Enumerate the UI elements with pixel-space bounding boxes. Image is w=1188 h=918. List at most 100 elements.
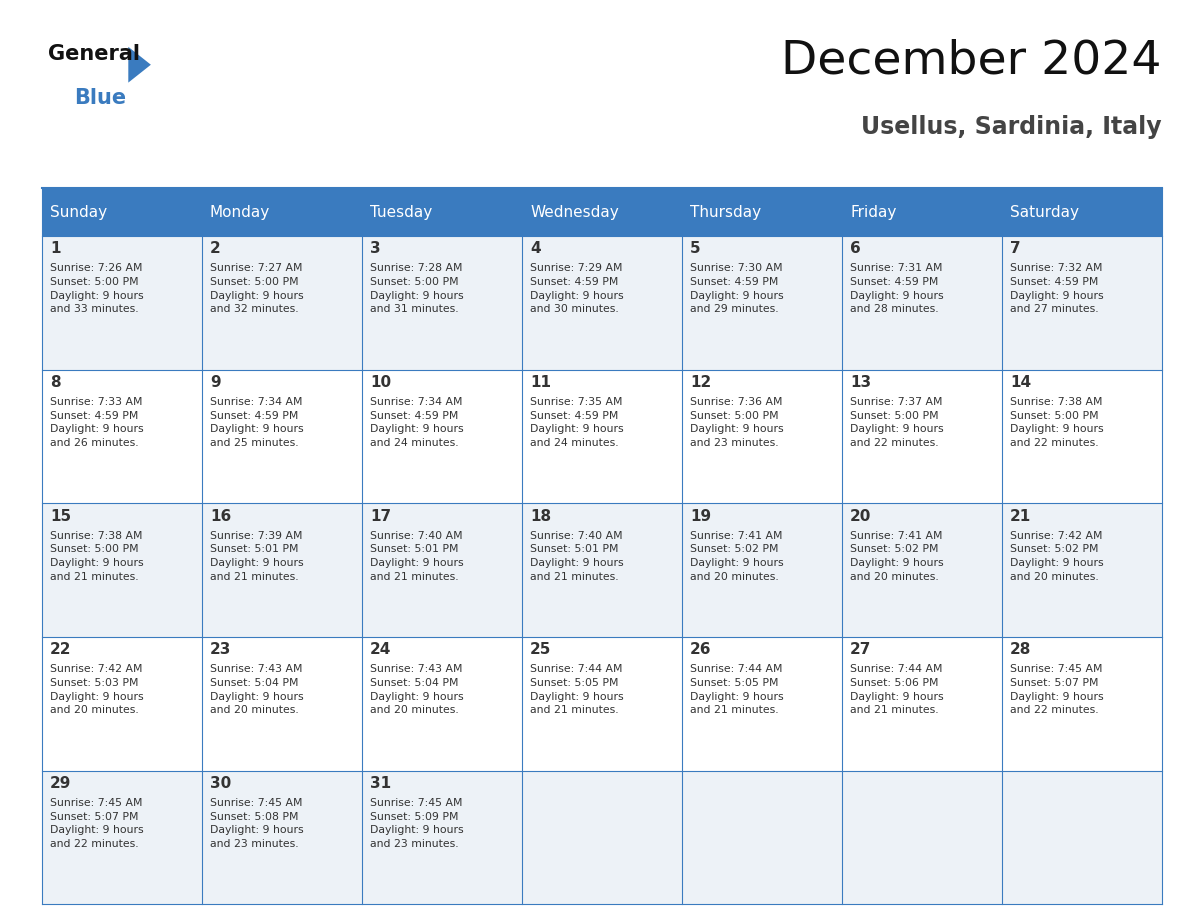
Bar <box>682 503 842 637</box>
Text: 23: 23 <box>210 643 232 657</box>
Text: 12: 12 <box>690 375 712 390</box>
Bar <box>522 637 682 770</box>
Bar <box>842 236 1001 370</box>
Bar <box>42 637 202 770</box>
Text: 2: 2 <box>210 241 221 256</box>
Text: Sunrise: 7:35 AM
Sunset: 4:59 PM
Daylight: 9 hours
and 24 minutes.: Sunrise: 7:35 AM Sunset: 4:59 PM Dayligh… <box>530 397 624 448</box>
Bar <box>682 370 842 503</box>
Bar <box>1001 770 1162 904</box>
Text: 20: 20 <box>851 509 872 524</box>
Text: Sunrise: 7:42 AM
Sunset: 5:02 PM
Daylight: 9 hours
and 20 minutes.: Sunrise: 7:42 AM Sunset: 5:02 PM Dayligh… <box>1010 531 1104 582</box>
Text: 7: 7 <box>1010 241 1020 256</box>
Text: Sunday: Sunday <box>50 205 107 219</box>
Text: Sunrise: 7:41 AM
Sunset: 5:02 PM
Daylight: 9 hours
and 20 minutes.: Sunrise: 7:41 AM Sunset: 5:02 PM Dayligh… <box>690 531 784 582</box>
Text: 8: 8 <box>50 375 61 390</box>
Bar <box>202 236 361 370</box>
Text: Sunrise: 7:38 AM
Sunset: 5:00 PM
Daylight: 9 hours
and 22 minutes.: Sunrise: 7:38 AM Sunset: 5:00 PM Dayligh… <box>1010 397 1104 448</box>
Bar <box>522 503 682 637</box>
Text: Sunrise: 7:42 AM
Sunset: 5:03 PM
Daylight: 9 hours
and 20 minutes.: Sunrise: 7:42 AM Sunset: 5:03 PM Dayligh… <box>50 665 144 715</box>
Text: 16: 16 <box>210 509 232 524</box>
Bar <box>361 236 522 370</box>
Text: Monday: Monday <box>210 205 270 219</box>
Bar <box>522 770 682 904</box>
Bar <box>361 503 522 637</box>
Text: 22: 22 <box>50 643 71 657</box>
Text: 29: 29 <box>50 776 71 791</box>
Text: 11: 11 <box>530 375 551 390</box>
Text: 10: 10 <box>369 375 391 390</box>
Bar <box>42 503 202 637</box>
Text: 19: 19 <box>690 509 712 524</box>
Text: Sunrise: 7:40 AM
Sunset: 5:01 PM
Daylight: 9 hours
and 21 minutes.: Sunrise: 7:40 AM Sunset: 5:01 PM Dayligh… <box>369 531 463 582</box>
Text: 18: 18 <box>530 509 551 524</box>
Text: Sunrise: 7:33 AM
Sunset: 4:59 PM
Daylight: 9 hours
and 26 minutes.: Sunrise: 7:33 AM Sunset: 4:59 PM Dayligh… <box>50 397 144 448</box>
Text: Sunrise: 7:43 AM
Sunset: 5:04 PM
Daylight: 9 hours
and 20 minutes.: Sunrise: 7:43 AM Sunset: 5:04 PM Dayligh… <box>369 665 463 715</box>
Text: Sunrise: 7:38 AM
Sunset: 5:00 PM
Daylight: 9 hours
and 21 minutes.: Sunrise: 7:38 AM Sunset: 5:00 PM Dayligh… <box>50 531 144 582</box>
Bar <box>42 370 202 503</box>
Bar <box>202 503 361 637</box>
Bar <box>522 370 682 503</box>
Text: 9: 9 <box>210 375 221 390</box>
Text: Sunrise: 7:37 AM
Sunset: 5:00 PM
Daylight: 9 hours
and 22 minutes.: Sunrise: 7:37 AM Sunset: 5:00 PM Dayligh… <box>851 397 943 448</box>
Text: Sunrise: 7:39 AM
Sunset: 5:01 PM
Daylight: 9 hours
and 21 minutes.: Sunrise: 7:39 AM Sunset: 5:01 PM Dayligh… <box>210 531 304 582</box>
Text: Thursday: Thursday <box>690 205 762 219</box>
Text: 13: 13 <box>851 375 871 390</box>
Text: Sunrise: 7:45 AM
Sunset: 5:07 PM
Daylight: 9 hours
and 22 minutes.: Sunrise: 7:45 AM Sunset: 5:07 PM Dayligh… <box>1010 665 1104 715</box>
Bar <box>682 637 842 770</box>
Text: Sunrise: 7:34 AM
Sunset: 4:59 PM
Daylight: 9 hours
and 24 minutes.: Sunrise: 7:34 AM Sunset: 4:59 PM Dayligh… <box>369 397 463 448</box>
Text: Usellus, Sardinia, Italy: Usellus, Sardinia, Italy <box>861 115 1162 139</box>
Bar <box>842 637 1001 770</box>
Text: Sunrise: 7:43 AM
Sunset: 5:04 PM
Daylight: 9 hours
and 20 minutes.: Sunrise: 7:43 AM Sunset: 5:04 PM Dayligh… <box>210 665 304 715</box>
Bar <box>42 188 1162 236</box>
Text: Sunrise: 7:45 AM
Sunset: 5:07 PM
Daylight: 9 hours
and 22 minutes.: Sunrise: 7:45 AM Sunset: 5:07 PM Dayligh… <box>50 798 144 849</box>
Bar <box>1001 637 1162 770</box>
Bar <box>682 236 842 370</box>
Bar <box>202 637 361 770</box>
Text: Sunrise: 7:45 AM
Sunset: 5:09 PM
Daylight: 9 hours
and 23 minutes.: Sunrise: 7:45 AM Sunset: 5:09 PM Dayligh… <box>369 798 463 849</box>
Text: 15: 15 <box>50 509 71 524</box>
Text: 3: 3 <box>369 241 380 256</box>
Text: 4: 4 <box>530 241 541 256</box>
Text: Sunrise: 7:45 AM
Sunset: 5:08 PM
Daylight: 9 hours
and 23 minutes.: Sunrise: 7:45 AM Sunset: 5:08 PM Dayligh… <box>210 798 304 849</box>
Text: Sunrise: 7:28 AM
Sunset: 5:00 PM
Daylight: 9 hours
and 31 minutes.: Sunrise: 7:28 AM Sunset: 5:00 PM Dayligh… <box>369 263 463 314</box>
Text: 31: 31 <box>369 776 391 791</box>
Bar <box>202 770 361 904</box>
Text: Sunrise: 7:44 AM
Sunset: 5:05 PM
Daylight: 9 hours
and 21 minutes.: Sunrise: 7:44 AM Sunset: 5:05 PM Dayligh… <box>690 665 784 715</box>
Text: December 2024: December 2024 <box>782 39 1162 84</box>
Text: Tuesday: Tuesday <box>369 205 432 219</box>
Bar <box>361 770 522 904</box>
Text: 14: 14 <box>1010 375 1031 390</box>
Text: 25: 25 <box>530 643 551 657</box>
Text: 24: 24 <box>369 643 391 657</box>
Text: Sunrise: 7:44 AM
Sunset: 5:05 PM
Daylight: 9 hours
and 21 minutes.: Sunrise: 7:44 AM Sunset: 5:05 PM Dayligh… <box>530 665 624 715</box>
Bar <box>522 236 682 370</box>
Bar <box>42 236 202 370</box>
Text: General: General <box>48 44 139 64</box>
Bar <box>202 370 361 503</box>
Text: Sunrise: 7:27 AM
Sunset: 5:00 PM
Daylight: 9 hours
and 32 minutes.: Sunrise: 7:27 AM Sunset: 5:00 PM Dayligh… <box>210 263 304 314</box>
Text: Blue: Blue <box>74 88 126 108</box>
Text: 28: 28 <box>1010 643 1031 657</box>
Text: Sunrise: 7:29 AM
Sunset: 4:59 PM
Daylight: 9 hours
and 30 minutes.: Sunrise: 7:29 AM Sunset: 4:59 PM Dayligh… <box>530 263 624 314</box>
Text: 1: 1 <box>50 241 61 256</box>
Text: Sunrise: 7:40 AM
Sunset: 5:01 PM
Daylight: 9 hours
and 21 minutes.: Sunrise: 7:40 AM Sunset: 5:01 PM Dayligh… <box>530 531 624 582</box>
Text: Sunrise: 7:32 AM
Sunset: 4:59 PM
Daylight: 9 hours
and 27 minutes.: Sunrise: 7:32 AM Sunset: 4:59 PM Dayligh… <box>1010 263 1104 314</box>
Text: Sunrise: 7:31 AM
Sunset: 4:59 PM
Daylight: 9 hours
and 28 minutes.: Sunrise: 7:31 AM Sunset: 4:59 PM Dayligh… <box>851 263 943 314</box>
Bar <box>842 503 1001 637</box>
Text: 6: 6 <box>851 241 861 256</box>
Text: Sunrise: 7:41 AM
Sunset: 5:02 PM
Daylight: 9 hours
and 20 minutes.: Sunrise: 7:41 AM Sunset: 5:02 PM Dayligh… <box>851 531 943 582</box>
Text: Sunrise: 7:36 AM
Sunset: 5:00 PM
Daylight: 9 hours
and 23 minutes.: Sunrise: 7:36 AM Sunset: 5:00 PM Dayligh… <box>690 397 784 448</box>
Text: Sunrise: 7:30 AM
Sunset: 4:59 PM
Daylight: 9 hours
and 29 minutes.: Sunrise: 7:30 AM Sunset: 4:59 PM Dayligh… <box>690 263 784 314</box>
Bar <box>1001 236 1162 370</box>
Bar <box>361 637 522 770</box>
Text: 26: 26 <box>690 643 712 657</box>
Polygon shape <box>128 47 151 83</box>
Text: Sunrise: 7:44 AM
Sunset: 5:06 PM
Daylight: 9 hours
and 21 minutes.: Sunrise: 7:44 AM Sunset: 5:06 PM Dayligh… <box>851 665 943 715</box>
Text: Sunrise: 7:26 AM
Sunset: 5:00 PM
Daylight: 9 hours
and 33 minutes.: Sunrise: 7:26 AM Sunset: 5:00 PM Dayligh… <box>50 263 144 314</box>
Bar <box>361 370 522 503</box>
Text: Saturday: Saturday <box>1010 205 1079 219</box>
Bar <box>42 770 202 904</box>
Text: 21: 21 <box>1010 509 1031 524</box>
Text: Sunrise: 7:34 AM
Sunset: 4:59 PM
Daylight: 9 hours
and 25 minutes.: Sunrise: 7:34 AM Sunset: 4:59 PM Dayligh… <box>210 397 304 448</box>
Text: 30: 30 <box>210 776 232 791</box>
